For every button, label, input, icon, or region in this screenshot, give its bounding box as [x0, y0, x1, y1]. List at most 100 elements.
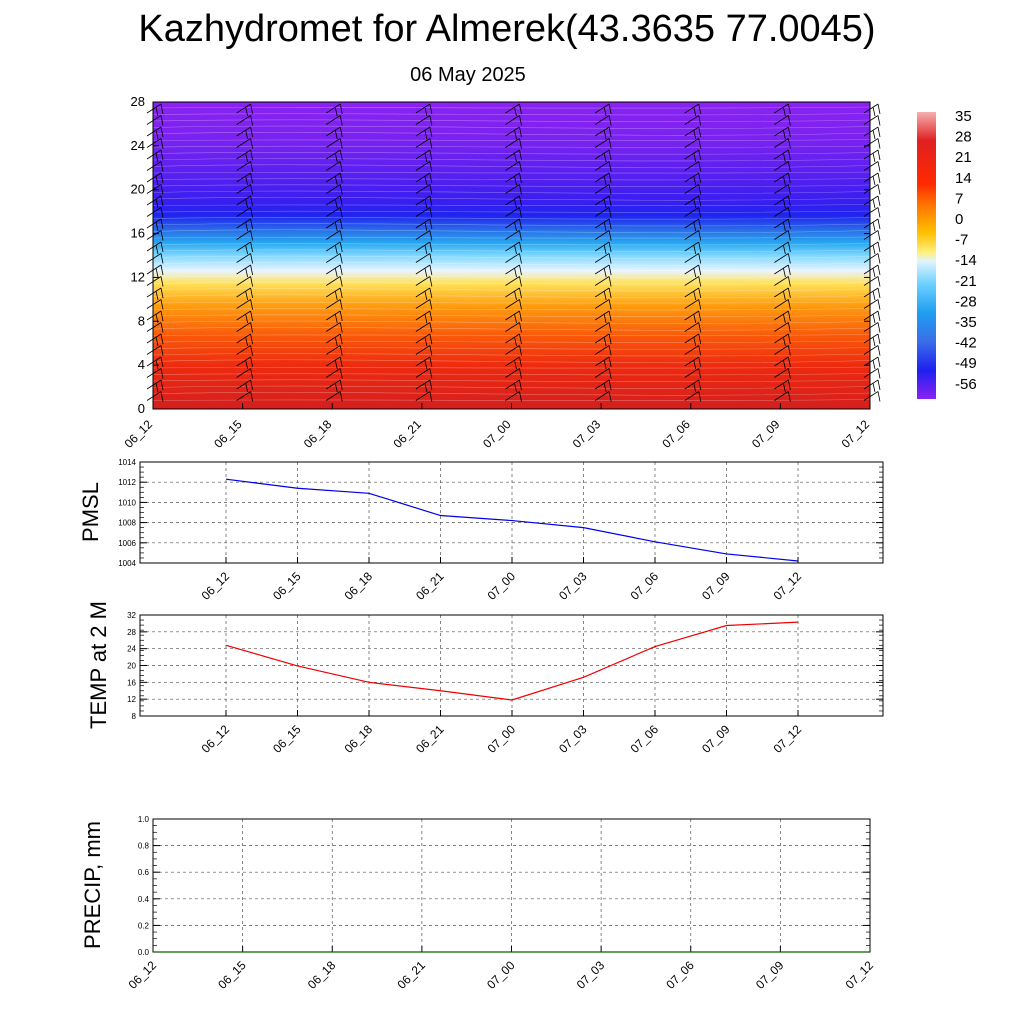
wind-barb-flag — [334, 313, 338, 324]
wind-barb-flag — [334, 336, 338, 347]
wind-barb-flag — [160, 241, 164, 253]
wind-barb-shaft — [146, 253, 162, 263]
y-tick-label: 28 — [131, 94, 145, 109]
wind-barb-flag — [339, 103, 343, 115]
wind-barb-flag — [245, 244, 249, 255]
wind-barb-flag — [698, 287, 702, 299]
x-tick-label: 06_21 — [413, 569, 447, 603]
wind-barb — [326, 126, 343, 140]
colorbar-label: -14 — [955, 252, 977, 269]
wind-barb-shaft — [236, 161, 251, 171]
wind-barb-shaft — [326, 149, 341, 160]
wind-barb-shaft — [236, 345, 251, 355]
wind-barb-shaft — [326, 356, 341, 367]
wind-barb-flag — [155, 221, 159, 232]
wind-barb-shaft — [505, 264, 520, 275]
wind-barb-flag — [872, 382, 876, 393]
wind-barb — [415, 103, 433, 117]
wind-barb-shaft — [505, 103, 520, 114]
wind-barb — [505, 218, 522, 232]
wind-barb-flag — [787, 368, 791, 379]
wind-barb-shaft — [684, 368, 699, 378]
wind-barb-flag — [787, 253, 791, 264]
wind-barb — [774, 310, 791, 324]
wind-barb-flag — [877, 333, 881, 345]
wind-barb-flag — [424, 221, 428, 232]
wind-barb — [684, 172, 702, 186]
wind-barb-flag — [519, 230, 522, 241]
x-tick-label: 06_18 — [342, 722, 376, 756]
wind-barb-flag — [603, 382, 607, 393]
wind-barb-flag — [155, 359, 159, 370]
x-tick-label: 07_00 — [485, 569, 519, 603]
wind-barb — [236, 356, 254, 370]
wind-barb-flag — [872, 198, 876, 209]
wind-barb-flag — [245, 175, 249, 186]
wind-barb-shaft — [146, 333, 162, 344]
wind-barb-flag — [429, 299, 433, 310]
wind-barb-shaft — [236, 241, 251, 252]
wind-barb-shaft — [774, 368, 789, 378]
wind-barb-flag — [245, 221, 249, 232]
wind-barb-flag — [519, 264, 522, 276]
wind-barb — [326, 264, 343, 278]
wind-barb — [505, 138, 522, 149]
wind-barb-shaft — [684, 184, 699, 194]
wind-barb — [415, 230, 433, 241]
wind-barb-shaft — [236, 103, 251, 114]
wind-barb-flag — [877, 218, 881, 230]
x-tick-label: 06_12 — [126, 958, 160, 992]
wind-barb — [236, 310, 254, 324]
wind-barb-flag — [339, 264, 343, 276]
wind-barb-flag — [608, 149, 612, 161]
wind-barb-shaft — [594, 184, 610, 194]
x-tick-label: 07_06 — [663, 958, 697, 992]
wind-barb-flag — [693, 175, 697, 186]
x-tick-label: 07_03 — [556, 722, 590, 756]
colorbar-label: 21 — [955, 149, 972, 166]
wind-barb-shaft — [505, 322, 520, 332]
wind-barb-flag — [872, 336, 876, 347]
wind-barb-flag — [872, 221, 876, 232]
wind-barb-shaft — [415, 138, 431, 148]
wind-barb-flag — [245, 198, 249, 209]
colorbar: 35 28 21 14 7 0 -7 -14 -21 -28 -35 -42 -49 -56 — [917, 108, 977, 399]
wind-barb-flag — [787, 310, 791, 322]
wind-barb-flag — [787, 103, 791, 115]
wind-barb — [863, 103, 881, 117]
contour-line — [152, 347, 871, 350]
wind-barb-flag — [250, 310, 254, 322]
wind-barb-shaft — [594, 310, 610, 321]
wind-barb-flag — [603, 152, 607, 163]
wind-barb-shaft — [505, 333, 520, 344]
wind-barb — [415, 115, 433, 126]
wind-barb-flag — [160, 126, 164, 138]
wind-barb-flag — [155, 267, 159, 278]
contour-line — [152, 379, 871, 383]
wind-barb-shaft — [684, 345, 699, 355]
wind-barb — [774, 172, 791, 186]
cross-section-panel: 0 4 8 12 16 20 24 28 06_12 06_15 06_18 06_21 07_00 07… — [122, 94, 881, 451]
wind-barb — [774, 368, 791, 379]
wind-barb-flag — [160, 322, 164, 333]
wind-barb-shaft — [594, 126, 610, 137]
wind-barb — [505, 356, 522, 370]
wind-barb-flag — [250, 218, 254, 230]
wind-barb — [326, 276, 343, 287]
wind-barb-flag — [693, 313, 697, 324]
x-tick-label: 06_15 — [270, 569, 304, 603]
contour-line — [152, 320, 871, 324]
y-tick-label: 20 — [131, 182, 145, 197]
wind-barb — [505, 310, 522, 324]
wind-barb — [594, 322, 612, 333]
wind-barb-shaft — [684, 149, 699, 160]
colorbar-bar — [917, 112, 936, 399]
contour-line — [152, 334, 871, 336]
wind-barb-flag — [787, 356, 791, 368]
wind-barb — [863, 333, 881, 347]
wind-barb-shaft — [326, 310, 341, 321]
wind-barb — [236, 195, 254, 209]
wind-barb-shaft — [236, 218, 251, 229]
wind-barb — [236, 333, 254, 347]
wind-barb-flag — [250, 333, 254, 345]
